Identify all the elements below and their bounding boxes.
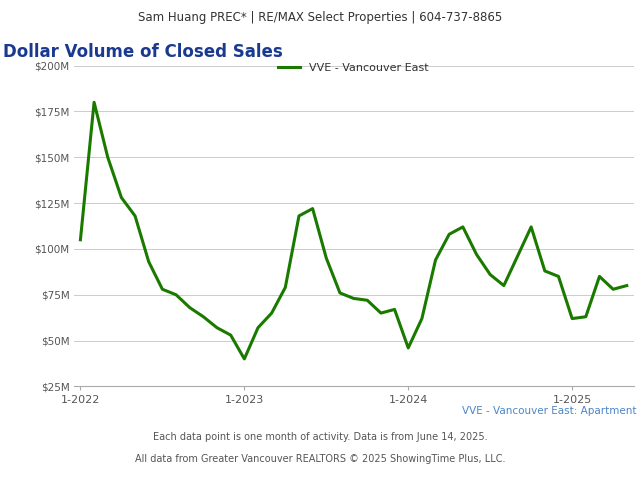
Text: VVE - Vancouver East: Apartment: VVE - Vancouver East: Apartment bbox=[462, 406, 637, 416]
Legend: VVE - Vancouver East: VVE - Vancouver East bbox=[274, 59, 433, 77]
Text: Dollar Volume of Closed Sales: Dollar Volume of Closed Sales bbox=[3, 43, 283, 61]
Text: Each data point is one month of activity. Data is from June 14, 2025.: Each data point is one month of activity… bbox=[153, 432, 487, 442]
Text: All data from Greater Vancouver REALTORS © 2025 ShowingTime Plus, LLC.: All data from Greater Vancouver REALTORS… bbox=[135, 454, 505, 464]
Text: Sam Huang PREC* | RE/MAX Select Properties | 604-737-8865: Sam Huang PREC* | RE/MAX Select Properti… bbox=[138, 12, 502, 24]
